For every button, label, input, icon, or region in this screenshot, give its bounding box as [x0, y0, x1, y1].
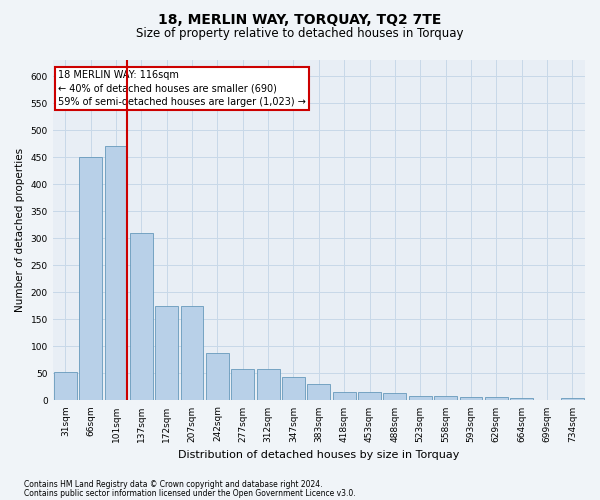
Bar — [333, 392, 356, 400]
Bar — [510, 398, 533, 400]
Bar — [282, 377, 305, 400]
Bar — [434, 396, 457, 400]
Bar — [181, 306, 203, 400]
Bar — [155, 306, 178, 400]
Bar — [409, 396, 431, 400]
Bar — [54, 372, 77, 400]
Y-axis label: Number of detached properties: Number of detached properties — [15, 148, 25, 312]
Bar — [485, 396, 508, 400]
Text: Contains HM Land Registry data © Crown copyright and database right 2024.: Contains HM Land Registry data © Crown c… — [24, 480, 323, 489]
Bar — [307, 384, 330, 400]
Bar — [460, 396, 482, 400]
Bar — [206, 354, 229, 401]
Bar — [561, 398, 584, 400]
Bar — [130, 233, 153, 400]
X-axis label: Distribution of detached houses by size in Torquay: Distribution of detached houses by size … — [178, 450, 460, 460]
Bar — [358, 392, 381, 400]
Bar — [79, 158, 102, 400]
Bar — [383, 393, 406, 400]
Text: Size of property relative to detached houses in Torquay: Size of property relative to detached ho… — [136, 28, 464, 40]
Text: Contains public sector information licensed under the Open Government Licence v3: Contains public sector information licen… — [24, 489, 356, 498]
Bar — [257, 369, 280, 400]
Text: 18, MERLIN WAY, TORQUAY, TQ2 7TE: 18, MERLIN WAY, TORQUAY, TQ2 7TE — [158, 12, 442, 26]
Bar — [232, 369, 254, 400]
Bar — [104, 146, 127, 400]
Text: 18 MERLIN WAY: 116sqm
← 40% of detached houses are smaller (690)
59% of semi-det: 18 MERLIN WAY: 116sqm ← 40% of detached … — [58, 70, 306, 106]
